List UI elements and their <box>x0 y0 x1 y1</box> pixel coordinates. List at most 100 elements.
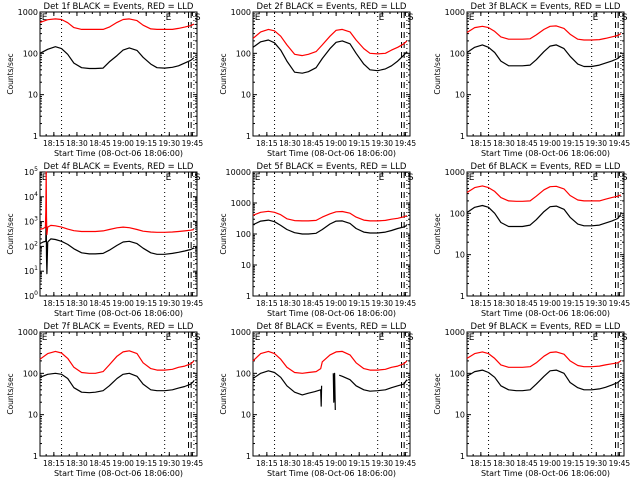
panel-det-9f: Det 9f BLACK = Events, RED = LLD 1 10 100 10… <box>433 322 630 478</box>
x-tick-label: 18:45 <box>89 299 111 308</box>
marker-label: S <box>195 333 201 343</box>
y-tick-label: 100 <box>450 49 465 58</box>
x-tick-label: 19:00 <box>539 459 561 468</box>
x-tick-label: 18:15 <box>43 139 65 148</box>
x-tick-label: 19:30 <box>158 459 180 468</box>
y-tick-label: 1000 <box>445 8 465 17</box>
x-axis-label: Start Time (08-Oct-06 18:06:00) <box>481 469 610 478</box>
y-tick-label: 103 <box>24 216 38 227</box>
panel-title: Det 2f BLACK = Events, RED = LLD <box>257 2 407 12</box>
x-tick-label: 19:45 <box>395 139 417 148</box>
x-tick-label: 19:00 <box>539 299 561 308</box>
series-lld-line <box>466 185 622 202</box>
panel-det-2f: Det 2f BLACK = Events, RED = LLD 1 10 100 10… <box>219 2 416 158</box>
plot-frame <box>39 331 198 457</box>
x-tick-label: 19:15 <box>348 139 370 148</box>
x-tick-label: 19:30 <box>158 139 180 148</box>
x-tick-label: 18:45 <box>516 459 538 468</box>
marker-label: S <box>622 173 628 183</box>
x-axis-label: Start Time (08-Oct-06 18:06:00) <box>267 309 396 318</box>
y-tick-label: 105 <box>24 166 38 177</box>
y-tick-label: 10 <box>455 411 465 420</box>
y-axis-label: Counts/sec <box>219 213 228 254</box>
panel-title: Det 1f BLACK = Events, RED = LLD <box>44 2 194 12</box>
y-tick-label: 1 <box>246 132 251 141</box>
marker-label: E <box>166 333 172 343</box>
marker-label: S <box>408 333 414 343</box>
series-lld-line <box>39 171 195 236</box>
series-lld-line <box>39 350 195 374</box>
y-tick-label: 1000 <box>445 328 465 337</box>
x-tick-label: 18:30 <box>279 459 301 468</box>
marker-label: E <box>469 173 475 183</box>
marker-label: E <box>469 13 475 23</box>
y-tick-label: 1000 <box>18 8 38 17</box>
x-tick-label: 19:00 <box>539 139 561 148</box>
x-tick-label: 19:15 <box>348 299 370 308</box>
marker-label: S <box>622 13 628 23</box>
x-tick-label: 19:15 <box>562 299 584 308</box>
series-events-line <box>466 369 622 392</box>
series-lld-line <box>252 350 408 374</box>
series-lld-line <box>39 18 195 30</box>
series-lld-line <box>466 25 622 41</box>
x-tick-label: 18:45 <box>516 139 538 148</box>
y-tick-label: 100 <box>23 49 38 58</box>
y-tick-label: 1000 <box>231 8 251 17</box>
y-axis-label: Counts/sec <box>219 373 228 414</box>
x-tick-label: 18:45 <box>89 459 111 468</box>
marker-label: E <box>593 13 599 23</box>
x-tick-label: 19:45 <box>395 299 417 308</box>
y-tick-label: 104 <box>24 191 38 202</box>
x-tick-label: 18:30 <box>493 139 515 148</box>
y-tick-label: 100 <box>450 369 465 378</box>
marker-label: E <box>42 173 48 183</box>
y-tick-label: 1 <box>246 452 251 461</box>
x-tick-label: 19:45 <box>609 299 631 308</box>
panel-det-1f: Det 1f BLACK = Events, RED = LLD 1 10 100 10… <box>6 2 203 158</box>
x-tick-label: 18:15 <box>470 139 492 148</box>
y-tick-label: 100 <box>24 290 38 301</box>
x-tick-label: 18:15 <box>470 459 492 468</box>
panel-title: Det 3f BLACK = Events, RED = LLD <box>471 2 621 12</box>
marker-label: E <box>255 333 261 343</box>
x-axis-label: Start Time (08-Oct-06 18:06:00) <box>54 469 183 478</box>
marker-label: E <box>379 173 385 183</box>
panel-det-3f: Det 3f BLACK = Events, RED = LLD 1 10 100 10… <box>433 2 630 158</box>
x-tick-label: 18:15 <box>256 139 278 148</box>
x-tick-label: 18:30 <box>66 299 88 308</box>
x-axis-label: Start Time (08-Oct-06 18:06:00) <box>481 149 610 158</box>
y-axis-label: Counts/sec <box>6 213 15 254</box>
marker-label: E <box>166 173 172 183</box>
x-tick-label: 18:30 <box>66 459 88 468</box>
x-tick-label: 19:00 <box>325 139 347 148</box>
plot-frame <box>466 171 625 297</box>
panel-det-7f: Det 7f BLACK = Events, RED = LLD 1 10 100 10… <box>6 322 203 478</box>
y-tick-label: 10 <box>241 91 251 100</box>
plot-frame <box>252 331 411 457</box>
marker-label: S <box>195 13 201 23</box>
marker-label: S <box>195 173 201 183</box>
y-axis-label: Counts/sec <box>433 373 442 414</box>
y-tick-label: 10 <box>241 411 251 420</box>
x-tick-label: 19:30 <box>371 459 393 468</box>
x-tick-label: 19:00 <box>325 459 347 468</box>
plot-frame <box>466 331 625 457</box>
plot-frame <box>39 171 198 297</box>
y-axis-label: Counts/sec <box>433 53 442 94</box>
plot-frame <box>252 171 411 297</box>
x-tick-label: 18:15 <box>256 459 278 468</box>
y-tick-label: 10 <box>28 411 38 420</box>
panel-det-6f: Det 6f BLACK = Events, RED = LLD 1 10 100 10… <box>433 162 630 318</box>
y-axis-label: Counts/sec <box>6 373 15 414</box>
y-tick-label: 10000 <box>226 168 251 177</box>
x-tick-label: 18:45 <box>302 299 324 308</box>
x-tick-label: 19:00 <box>112 299 134 308</box>
series-events-line <box>252 39 408 74</box>
x-tick-label: 19:15 <box>562 459 584 468</box>
marker-label: E <box>379 13 385 23</box>
panel-title: Det 4f BLACK = Events, RED = LLD <box>44 162 194 172</box>
x-tick-label: 18:45 <box>89 139 111 148</box>
x-tick-label: 18:45 <box>516 299 538 308</box>
